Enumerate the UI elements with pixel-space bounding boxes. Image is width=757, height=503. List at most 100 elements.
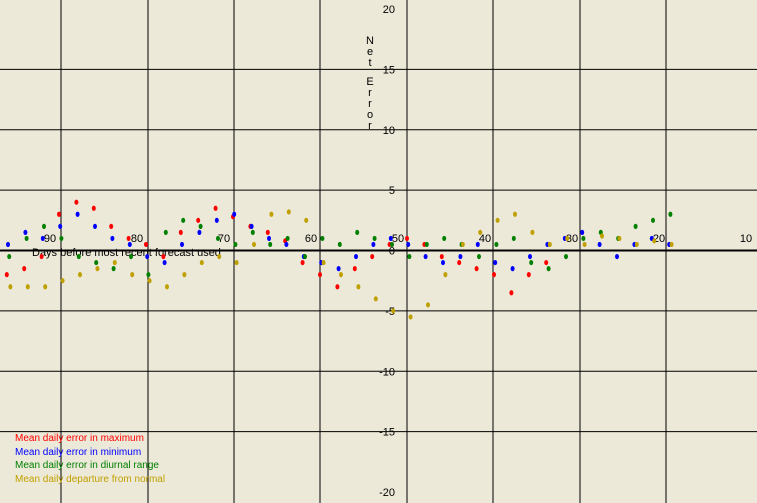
x-axis-label: Days before most recent forecast used: [32, 247, 221, 259]
series-3-point-52: [582, 241, 587, 248]
series-3-point-44: [443, 272, 448, 278]
series-2-point-33: [146, 272, 151, 278]
series-3-point-30: [199, 259, 204, 266]
series-2-point-58: [581, 235, 586, 242]
x-tick-label-6: 30: [566, 233, 578, 245]
series-0-point-27: [39, 253, 44, 260]
data-points: [4, 199, 674, 320]
y-axis-label-char-8: r: [368, 120, 372, 132]
y-axis-label-char-1: e: [367, 46, 373, 58]
y-tick-label-6: -10: [379, 366, 395, 378]
series-3-point-22: [60, 278, 65, 284]
series-3-point-41: [391, 308, 396, 314]
series-3-point-43: [426, 302, 430, 308]
series-3-point-31: [217, 253, 222, 260]
series-2-point-34: [163, 229, 168, 235]
x-tick-label-5: 40: [479, 233, 491, 245]
series-1-point-31: [110, 235, 115, 242]
series-1-point-28: [58, 223, 63, 229]
series-1-point-53: [493, 259, 498, 266]
series-1-point-25: [6, 241, 10, 248]
series-1-point-32: [127, 241, 132, 248]
y-axis-label-char-7: o: [367, 109, 373, 121]
series-3-point-34: [269, 211, 274, 217]
series-1-point-29: [75, 211, 80, 217]
series-0-point-30: [91, 205, 96, 211]
series-3-point-51: [565, 235, 570, 242]
series-1-point-41: [284, 241, 289, 248]
series-2-point-54: [511, 235, 516, 242]
series-2-point-53: [494, 241, 499, 248]
series-2-point-49: [424, 241, 429, 248]
y-tick-label-5: -5: [385, 306, 395, 318]
series-0-point-50: [439, 253, 444, 260]
series-0-point-45: [352, 266, 357, 272]
series-1-point-52: [475, 241, 480, 248]
y-tick-label-0: 20: [383, 4, 395, 16]
series-2-point-35: [181, 217, 186, 223]
x-tick-label-1: 80: [131, 233, 143, 245]
series-3-point-55: [634, 241, 639, 248]
series-2-point-44: [337, 241, 342, 248]
series-2-point-43: [320, 235, 325, 242]
series-1-point-45: [354, 253, 358, 260]
series-3-point-48: [513, 211, 517, 217]
series-3: [8, 209, 674, 320]
series-2-point-36: [198, 223, 203, 229]
series-1-point-39: [249, 223, 254, 229]
series-0-point-48: [405, 235, 409, 242]
legend: Mean daily error in maximum Mean daily e…: [15, 432, 165, 486]
series-2-point-61: [633, 223, 638, 229]
series-2-point-45: [355, 229, 360, 235]
series-2-point-28: [59, 235, 64, 242]
series-0-point-56: [544, 259, 549, 266]
series-1-point-50: [441, 259, 445, 266]
series-0-point-52: [474, 266, 479, 272]
x-tick-labels: 90 80 70 60 50 40 30 20 10: [44, 233, 752, 245]
series-0-point-29: [74, 199, 79, 205]
series-1-point-34: [162, 259, 167, 266]
series-2-point-27: [42, 223, 46, 229]
series-1-point-51: [458, 253, 463, 260]
series-3-point-33: [252, 241, 256, 248]
y-tick-label-7: -15: [379, 427, 395, 439]
series-1-point-55: [528, 253, 532, 260]
series-3-point-53: [600, 233, 604, 239]
series-3-point-49: [530, 229, 535, 235]
series-1-point-60: [615, 253, 619, 260]
series-2-point-37: [216, 235, 220, 242]
series-2-point-30: [94, 259, 99, 266]
series-3-point-23: [78, 272, 82, 278]
y-axis-label-char-2: t: [368, 57, 371, 69]
series-3-point-29: [182, 272, 187, 278]
series-3-point-28: [165, 284, 169, 290]
series-0-point-28: [57, 211, 61, 217]
series-0-point-43: [318, 272, 322, 278]
series-3-point-20: [25, 284, 30, 290]
series-1-point-33: [145, 253, 150, 260]
series-0-point-40: [265, 229, 270, 235]
series-1-point-58: [580, 229, 585, 235]
series-0-point-36: [196, 217, 201, 223]
legend-item-departure: Mean daily departure from normal: [15, 473, 166, 485]
series-0-point-46: [370, 253, 375, 260]
series-0-point-25: [4, 272, 9, 278]
legend-item-minimum: Mean daily error in minimum: [15, 446, 142, 458]
series-3-point-36: [304, 217, 309, 223]
series-3-point-42: [408, 314, 413, 320]
series-3-point-56: [652, 238, 657, 244]
series-3-point-19: [8, 284, 13, 290]
series-0-point-32: [126, 235, 131, 242]
series-2-point-42: [303, 253, 307, 260]
series-3-point-39: [356, 284, 361, 290]
series-3-point-46: [478, 229, 483, 235]
series-3-point-27: [147, 278, 152, 284]
series-3-point-47: [495, 217, 500, 223]
series-2-point-55: [529, 259, 534, 266]
y-tick-label-3: 5: [389, 185, 395, 197]
series-0-point-55: [526, 272, 531, 278]
y-tick-labels: 20 15 10 5 0 -5 -10 -15 -20: [379, 4, 395, 499]
legend-item-diurnal-range: Mean daily error in diurnal range: [15, 460, 159, 471]
series-2-point-38: [233, 241, 238, 248]
